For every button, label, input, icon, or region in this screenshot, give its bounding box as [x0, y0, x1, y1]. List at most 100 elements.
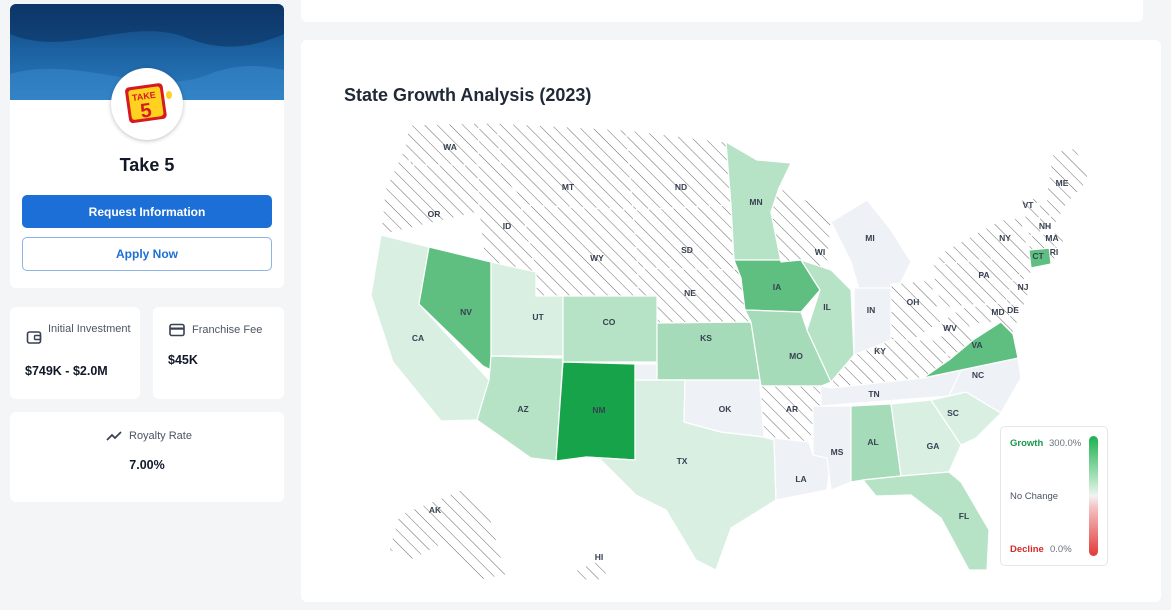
state-label-wa: WA	[443, 142, 457, 152]
state-label-in: IN	[867, 305, 876, 315]
profile-banner	[10, 4, 284, 100]
brand-logo: TAKE 5	[111, 68, 183, 140]
state-label-ks: KS	[700, 333, 712, 343]
trend-icon	[106, 431, 122, 441]
state-label-ak: AK	[429, 505, 442, 515]
royalty-rate-value: 7.00%	[129, 458, 165, 472]
legend-decline-value: 0.0%	[1050, 544, 1072, 555]
franchise-profile-card: TAKE 5 Take 5 Request Information Apply …	[10, 4, 284, 288]
state-label-md: MD	[991, 307, 1004, 317]
royalty-rate-card: Royalty Rate 7.00%	[10, 412, 284, 502]
state-label-ia: IA	[773, 282, 782, 292]
state-label-ar: AR	[786, 404, 798, 414]
state-label-ma: MA	[1045, 233, 1058, 243]
credit-card-icon	[169, 323, 185, 337]
state-ak[interactable]	[388, 489, 507, 581]
legend-color-scale	[1089, 436, 1098, 556]
legend-decline-label: Decline	[1010, 544, 1044, 555]
initial-investment-label: Initial Investment	[48, 323, 131, 335]
state-label-va: VA	[971, 340, 982, 350]
state-label-nc: NC	[972, 370, 984, 380]
state-label-mn: MN	[749, 197, 762, 207]
state-label-sc: SC	[947, 408, 959, 418]
state-wi[interactable]	[770, 187, 832, 271]
state-label-wi: WI	[815, 247, 825, 257]
royalty-rate-label: Royalty Rate	[129, 430, 192, 442]
franchise-fee-value: $45K	[168, 353, 198, 367]
state-label-or: OR	[428, 209, 441, 219]
state-label-nh: NH	[1039, 221, 1051, 231]
legend-no-change-label: No Change	[1010, 491, 1059, 502]
franchise-fee-card: Franchise Fee $45K	[153, 307, 284, 399]
state-mi[interactable]	[830, 199, 912, 303]
wallet-icon	[26, 331, 42, 344]
state-label-ga: GA	[927, 441, 940, 451]
us-growth-map: WA OR ID MT WY ND SD NE CA NV UT AZ CO NM KS TX OK MN IA MO…	[370, 122, 1090, 581]
initial-investment-card: Initial Investment $749K - $2.0M	[10, 307, 140, 399]
state-label-co: CO	[603, 317, 616, 327]
state-label-ca: CA	[412, 333, 424, 343]
state-label-tx: TX	[677, 456, 688, 466]
state-nj[interactable]	[1005, 270, 1030, 311]
state-label-nj: NJ	[1018, 282, 1029, 292]
state-label-id: ID	[503, 221, 512, 231]
state-label-ut: UT	[532, 312, 544, 322]
state-label-mi: MI	[865, 233, 874, 243]
state-label-me: ME	[1056, 178, 1069, 188]
state-growth-map-card: State Growth Analysis (2023) WA OR ID MT WY N…	[301, 40, 1161, 602]
state-label-la: LA	[795, 474, 806, 484]
state-de[interactable]	[1008, 300, 1020, 325]
state-wa[interactable]	[404, 122, 480, 166]
state-label-ky: KY	[874, 346, 886, 356]
state-label-nv: NV	[460, 307, 472, 317]
state-ks[interactable]	[656, 321, 761, 381]
state-label-ct: CT	[1032, 251, 1044, 261]
state-vt[interactable]	[1020, 197, 1042, 237]
state-label-nd: ND	[675, 182, 687, 192]
state-md[interactable]	[959, 301, 1020, 336]
state-label-ms: MS	[831, 447, 844, 457]
initial-investment-value: $749K - $2.0M	[25, 364, 108, 378]
state-me[interactable]	[1045, 147, 1090, 230]
map-title: State Growth Analysis (2023)	[344, 85, 592, 105]
state-ma[interactable]	[1028, 231, 1068, 251]
state-label-ne: NE	[684, 288, 696, 298]
state-label-mo: MO	[789, 351, 803, 361]
state-nv[interactable]	[418, 246, 492, 371]
franchise-fee-label: Franchise Fee	[192, 324, 263, 336]
top-panel	[301, 0, 1143, 22]
state-co[interactable]	[562, 295, 658, 363]
state-label-ny: NY	[999, 233, 1011, 243]
state-oh[interactable]	[890, 279, 942, 341]
svg-text:TAKE: TAKE	[131, 90, 156, 103]
state-label-oh: OH	[907, 297, 920, 307]
state-nd[interactable]	[625, 129, 732, 211]
state-label-wv: WV	[943, 323, 957, 333]
state-sd[interactable]	[632, 204, 735, 271]
state-label-vt: VT	[1023, 200, 1035, 210]
state-label-tn: TN	[868, 389, 879, 399]
request-information-button[interactable]: Request Information	[22, 195, 272, 228]
state-label-pa: PA	[978, 270, 989, 280]
state-label-ok: OK	[719, 404, 733, 414]
state-label-al: AL	[867, 437, 878, 447]
state-label-nm: NM	[592, 405, 605, 415]
state-wy[interactable]	[520, 204, 639, 297]
brand-name: Take 5	[119, 155, 175, 175]
state-label-de: DE	[1007, 305, 1019, 315]
legend-growth-value: 300.0%	[1049, 438, 1082, 449]
apply-now-button[interactable]: Apply Now	[22, 237, 272, 271]
state-label-hi: HI	[595, 552, 604, 562]
state-ny[interactable]	[929, 217, 1040, 281]
state-pa[interactable]	[930, 257, 1014, 309]
state-label-il: IL	[823, 302, 831, 312]
state-label-sd: SD	[681, 245, 693, 255]
state-label-wy: WY	[590, 253, 604, 263]
map-legend: Growth 300.0% No Change Decline 0.0%	[1000, 426, 1108, 566]
state-ok[interactable]	[634, 363, 765, 438]
state-fl[interactable]	[861, 471, 990, 571]
state-hi[interactable]	[575, 559, 612, 581]
legend-growth-label: Growth	[1010, 438, 1044, 449]
state-label-ri: RI	[1050, 247, 1059, 257]
state-label-az: AZ	[517, 404, 528, 414]
